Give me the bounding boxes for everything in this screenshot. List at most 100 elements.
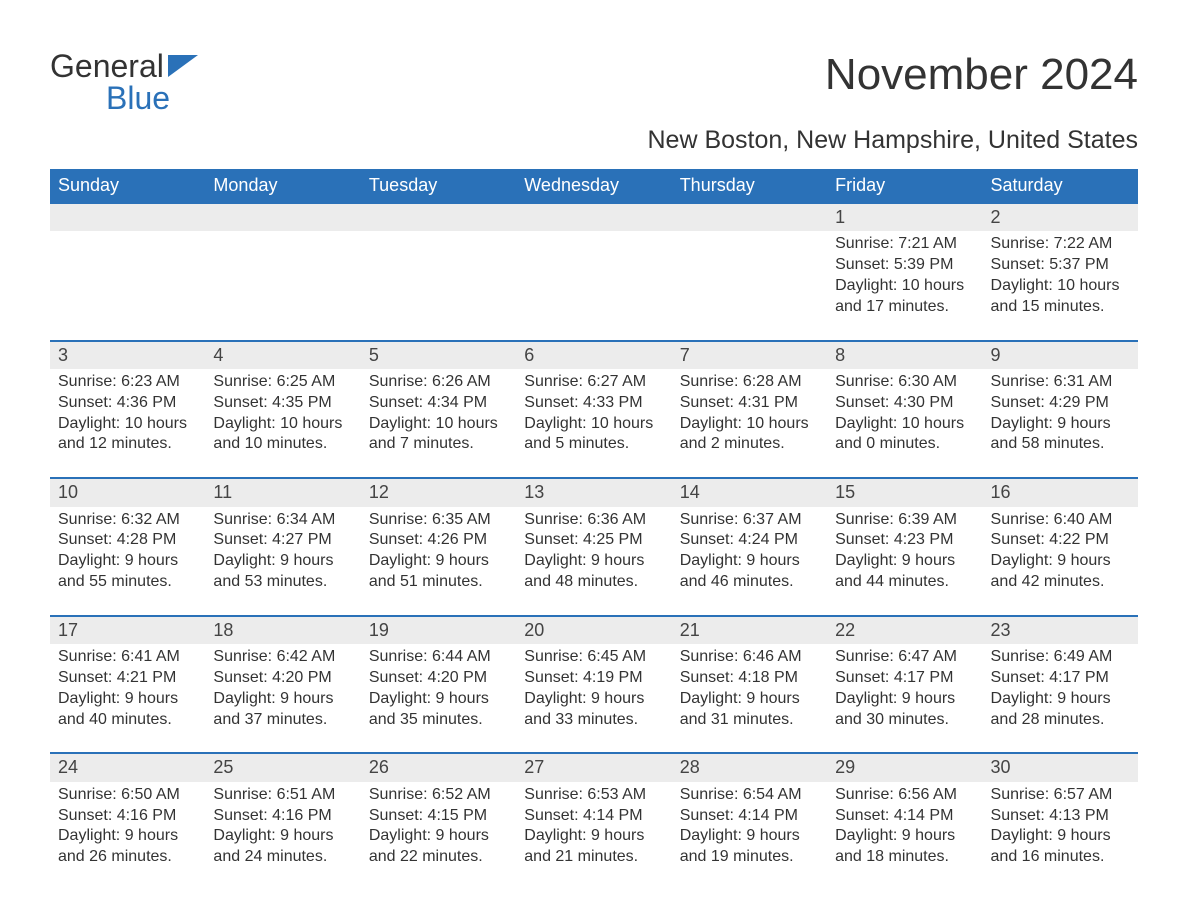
day-cell: 8Sunrise: 6:30 AMSunset: 4:30 PMDaylight… bbox=[827, 341, 982, 479]
day-number: 5 bbox=[361, 342, 516, 369]
daylight1-text: Daylight: 9 hours bbox=[213, 689, 352, 710]
empty-daynum bbox=[50, 204, 205, 231]
day-number: 6 bbox=[516, 342, 671, 369]
week-row: 3Sunrise: 6:23 AMSunset: 4:36 PMDaylight… bbox=[50, 341, 1138, 479]
logo-flag-icon bbox=[168, 50, 198, 82]
dayname-saturday: Saturday bbox=[983, 169, 1138, 203]
day-cell: 17Sunrise: 6:41 AMSunset: 4:21 PMDayligh… bbox=[50, 616, 205, 754]
day-cell: 3Sunrise: 6:23 AMSunset: 4:36 PMDaylight… bbox=[50, 341, 205, 479]
daylight2-text: and 0 minutes. bbox=[835, 434, 974, 455]
daylight2-text: and 58 minutes. bbox=[991, 434, 1130, 455]
day-number: 29 bbox=[827, 754, 982, 781]
week-row: 17 Sunrise: 6:41 AMSunset: 4:21 PM Dayligh… bbox=[50, 616, 1138, 754]
sunrise-text: Sunrise: 6:28 AM bbox=[680, 372, 819, 393]
sunset-text: Sunset: 4:16 PM bbox=[58, 806, 197, 827]
day-cell: 18Sunrise: 6:42 AMSunset: 4:20 PMDayligh… bbox=[205, 616, 360, 754]
dayname-wednesday: Wednesday bbox=[516, 169, 671, 203]
daylight2-text: and 31 minutes. bbox=[680, 710, 819, 731]
logo: General Blue bbox=[50, 50, 198, 114]
day-cell: 24Sunrise: 6:50 AMSunset: 4:16 PMDayligh… bbox=[50, 753, 205, 890]
daylight2-text: and 44 minutes. bbox=[835, 572, 974, 593]
daylight1-text: Daylight: 9 hours bbox=[680, 551, 819, 572]
sunrise-text: Sunrise: 6:23 AM bbox=[58, 372, 197, 393]
calendar-table: Sunday Monday Tuesday Wednesday Thursday… bbox=[50, 169, 1138, 890]
title-block: November 2024 bbox=[825, 50, 1138, 100]
day-number: 9 bbox=[983, 342, 1138, 369]
day-cell: 1Sunrise: 7:21 AMSunset: 5:39 PMDaylight… bbox=[827, 203, 982, 341]
sunrise-text: Sunrise: 6:41 AM bbox=[58, 647, 197, 668]
day-number: 13 bbox=[516, 479, 671, 506]
sunrise-text: Sunrise: 6:51 AM bbox=[213, 785, 352, 806]
location-subtitle: New Boston, New Hampshire, United States bbox=[50, 126, 1138, 155]
dayname-sunday: Sunday bbox=[50, 169, 205, 203]
sunset-text: Sunset: 4:24 PM bbox=[680, 530, 819, 551]
day-number: 23 bbox=[983, 617, 1138, 644]
day-cell: 19Sunrise: 6:44 AMSunset: 4:20 PMDayligh… bbox=[361, 616, 516, 754]
calendar-head: Sunday Monday Tuesday Wednesday Thursday… bbox=[50, 169, 1138, 203]
day-cell: 26Sunrise: 6:52 AMSunset: 4:15 PMDayligh… bbox=[361, 753, 516, 890]
week-row: 1Sunrise: 7:21 AMSunset: 5:39 PMDaylight… bbox=[50, 203, 1138, 341]
day-cell: 20Sunrise: 6:45 AMSunset: 4:19 PMDayligh… bbox=[516, 616, 671, 754]
sunset-text: Sunset: 5:39 PM bbox=[835, 255, 974, 276]
daylight1-text: Daylight: 10 hours bbox=[58, 414, 197, 435]
sunset-text: Sunset: 4:30 PM bbox=[835, 393, 974, 414]
day-cell: 16Sunrise: 6:40 AMSunset: 4:22 PMDayligh… bbox=[983, 478, 1138, 616]
week-row: 10Sunrise: 6:32 AMSunset: 4:28 PMDayligh… bbox=[50, 478, 1138, 616]
day-number: 20 bbox=[516, 617, 671, 644]
daylight1-text: Daylight: 9 hours bbox=[680, 689, 819, 710]
day-number: 21 bbox=[672, 617, 827, 644]
daylight2-text: and 12 minutes. bbox=[58, 434, 197, 455]
sunset-text: Sunset: 4:17 PM bbox=[991, 668, 1130, 689]
week-row: 24Sunrise: 6:50 AMSunset: 4:16 PMDayligh… bbox=[50, 753, 1138, 890]
sunset-text: Sunset: 4:21 PM bbox=[58, 668, 197, 689]
daylight1-text: Daylight: 10 hours bbox=[524, 414, 663, 435]
sunrise-text: Sunrise: 6:44 AM bbox=[369, 647, 508, 668]
daylight2-text: and 18 minutes. bbox=[835, 847, 974, 868]
daylight2-text: and 5 minutes. bbox=[524, 434, 663, 455]
daylight2-text: and 53 minutes. bbox=[213, 572, 352, 593]
daylight1-text: Daylight: 9 hours bbox=[213, 551, 352, 572]
daylight2-text: and 55 minutes. bbox=[58, 572, 197, 593]
sunset-text: Sunset: 4:14 PM bbox=[524, 806, 663, 827]
day-cell bbox=[516, 203, 671, 341]
sunrise-text: Sunrise: 6:54 AM bbox=[680, 785, 819, 806]
daylight2-text: and 42 minutes. bbox=[991, 572, 1130, 593]
day-number: 7 bbox=[672, 342, 827, 369]
day-cell bbox=[672, 203, 827, 341]
sunset-text: Sunset: 4:31 PM bbox=[680, 393, 819, 414]
sunrise-text: Sunrise: 6:26 AM bbox=[369, 372, 508, 393]
day-cell: 2Sunrise: 7:22 AMSunset: 5:37 PMDaylight… bbox=[983, 203, 1138, 341]
logo-line2: Blue bbox=[50, 80, 170, 116]
sunrise-text: Sunrise: 6:36 AM bbox=[524, 510, 663, 531]
day-cell: 14Sunrise: 6:37 AMSunset: 4:24 PMDayligh… bbox=[672, 478, 827, 616]
sunset-text: Sunset: 4:25 PM bbox=[524, 530, 663, 551]
daylight2-text: and 21 minutes. bbox=[524, 847, 663, 868]
daylight1-text: Daylight: 10 hours bbox=[991, 276, 1130, 297]
day-number: 19 bbox=[361, 617, 516, 644]
day-number: 10 bbox=[50, 479, 205, 506]
day-cell: 23Sunrise: 6:49 AMSunset: 4:17 PMDayligh… bbox=[983, 616, 1138, 754]
day-number: 1 bbox=[827, 204, 982, 231]
day-number: 30 bbox=[983, 754, 1138, 781]
dayname-thursday: Thursday bbox=[672, 169, 827, 203]
day-number: 8 bbox=[827, 342, 982, 369]
daylight2-text: and 15 minutes. bbox=[991, 297, 1130, 318]
sunrise-text: Sunrise: 6:31 AM bbox=[991, 372, 1130, 393]
empty-daynum bbox=[361, 204, 516, 231]
day-number: 17 bbox=[50, 617, 205, 644]
sunset-text: Sunset: 4:29 PM bbox=[991, 393, 1130, 414]
sunset-text: Sunset: 4:26 PM bbox=[369, 530, 508, 551]
empty-daynum bbox=[516, 204, 671, 231]
sunrise-text: Sunrise: 7:22 AM bbox=[991, 234, 1130, 255]
day-cell bbox=[50, 203, 205, 341]
sunrise-text: Sunrise: 6:50 AM bbox=[58, 785, 197, 806]
daylight1-text: Daylight: 10 hours bbox=[680, 414, 819, 435]
daylight1-text: Daylight: 9 hours bbox=[369, 826, 508, 847]
sunrise-text: Sunrise: 6:27 AM bbox=[524, 372, 663, 393]
dayname-monday: Monday bbox=[205, 169, 360, 203]
sunrise-text: Sunrise: 6:37 AM bbox=[680, 510, 819, 531]
day-cell: 5Sunrise: 6:26 AMSunset: 4:34 PMDaylight… bbox=[361, 341, 516, 479]
day-cell: 22Sunrise: 6:47 AMSunset: 4:17 PMDayligh… bbox=[827, 616, 982, 754]
empty-daynum bbox=[205, 204, 360, 231]
daylight2-text: and 35 minutes. bbox=[369, 710, 508, 731]
